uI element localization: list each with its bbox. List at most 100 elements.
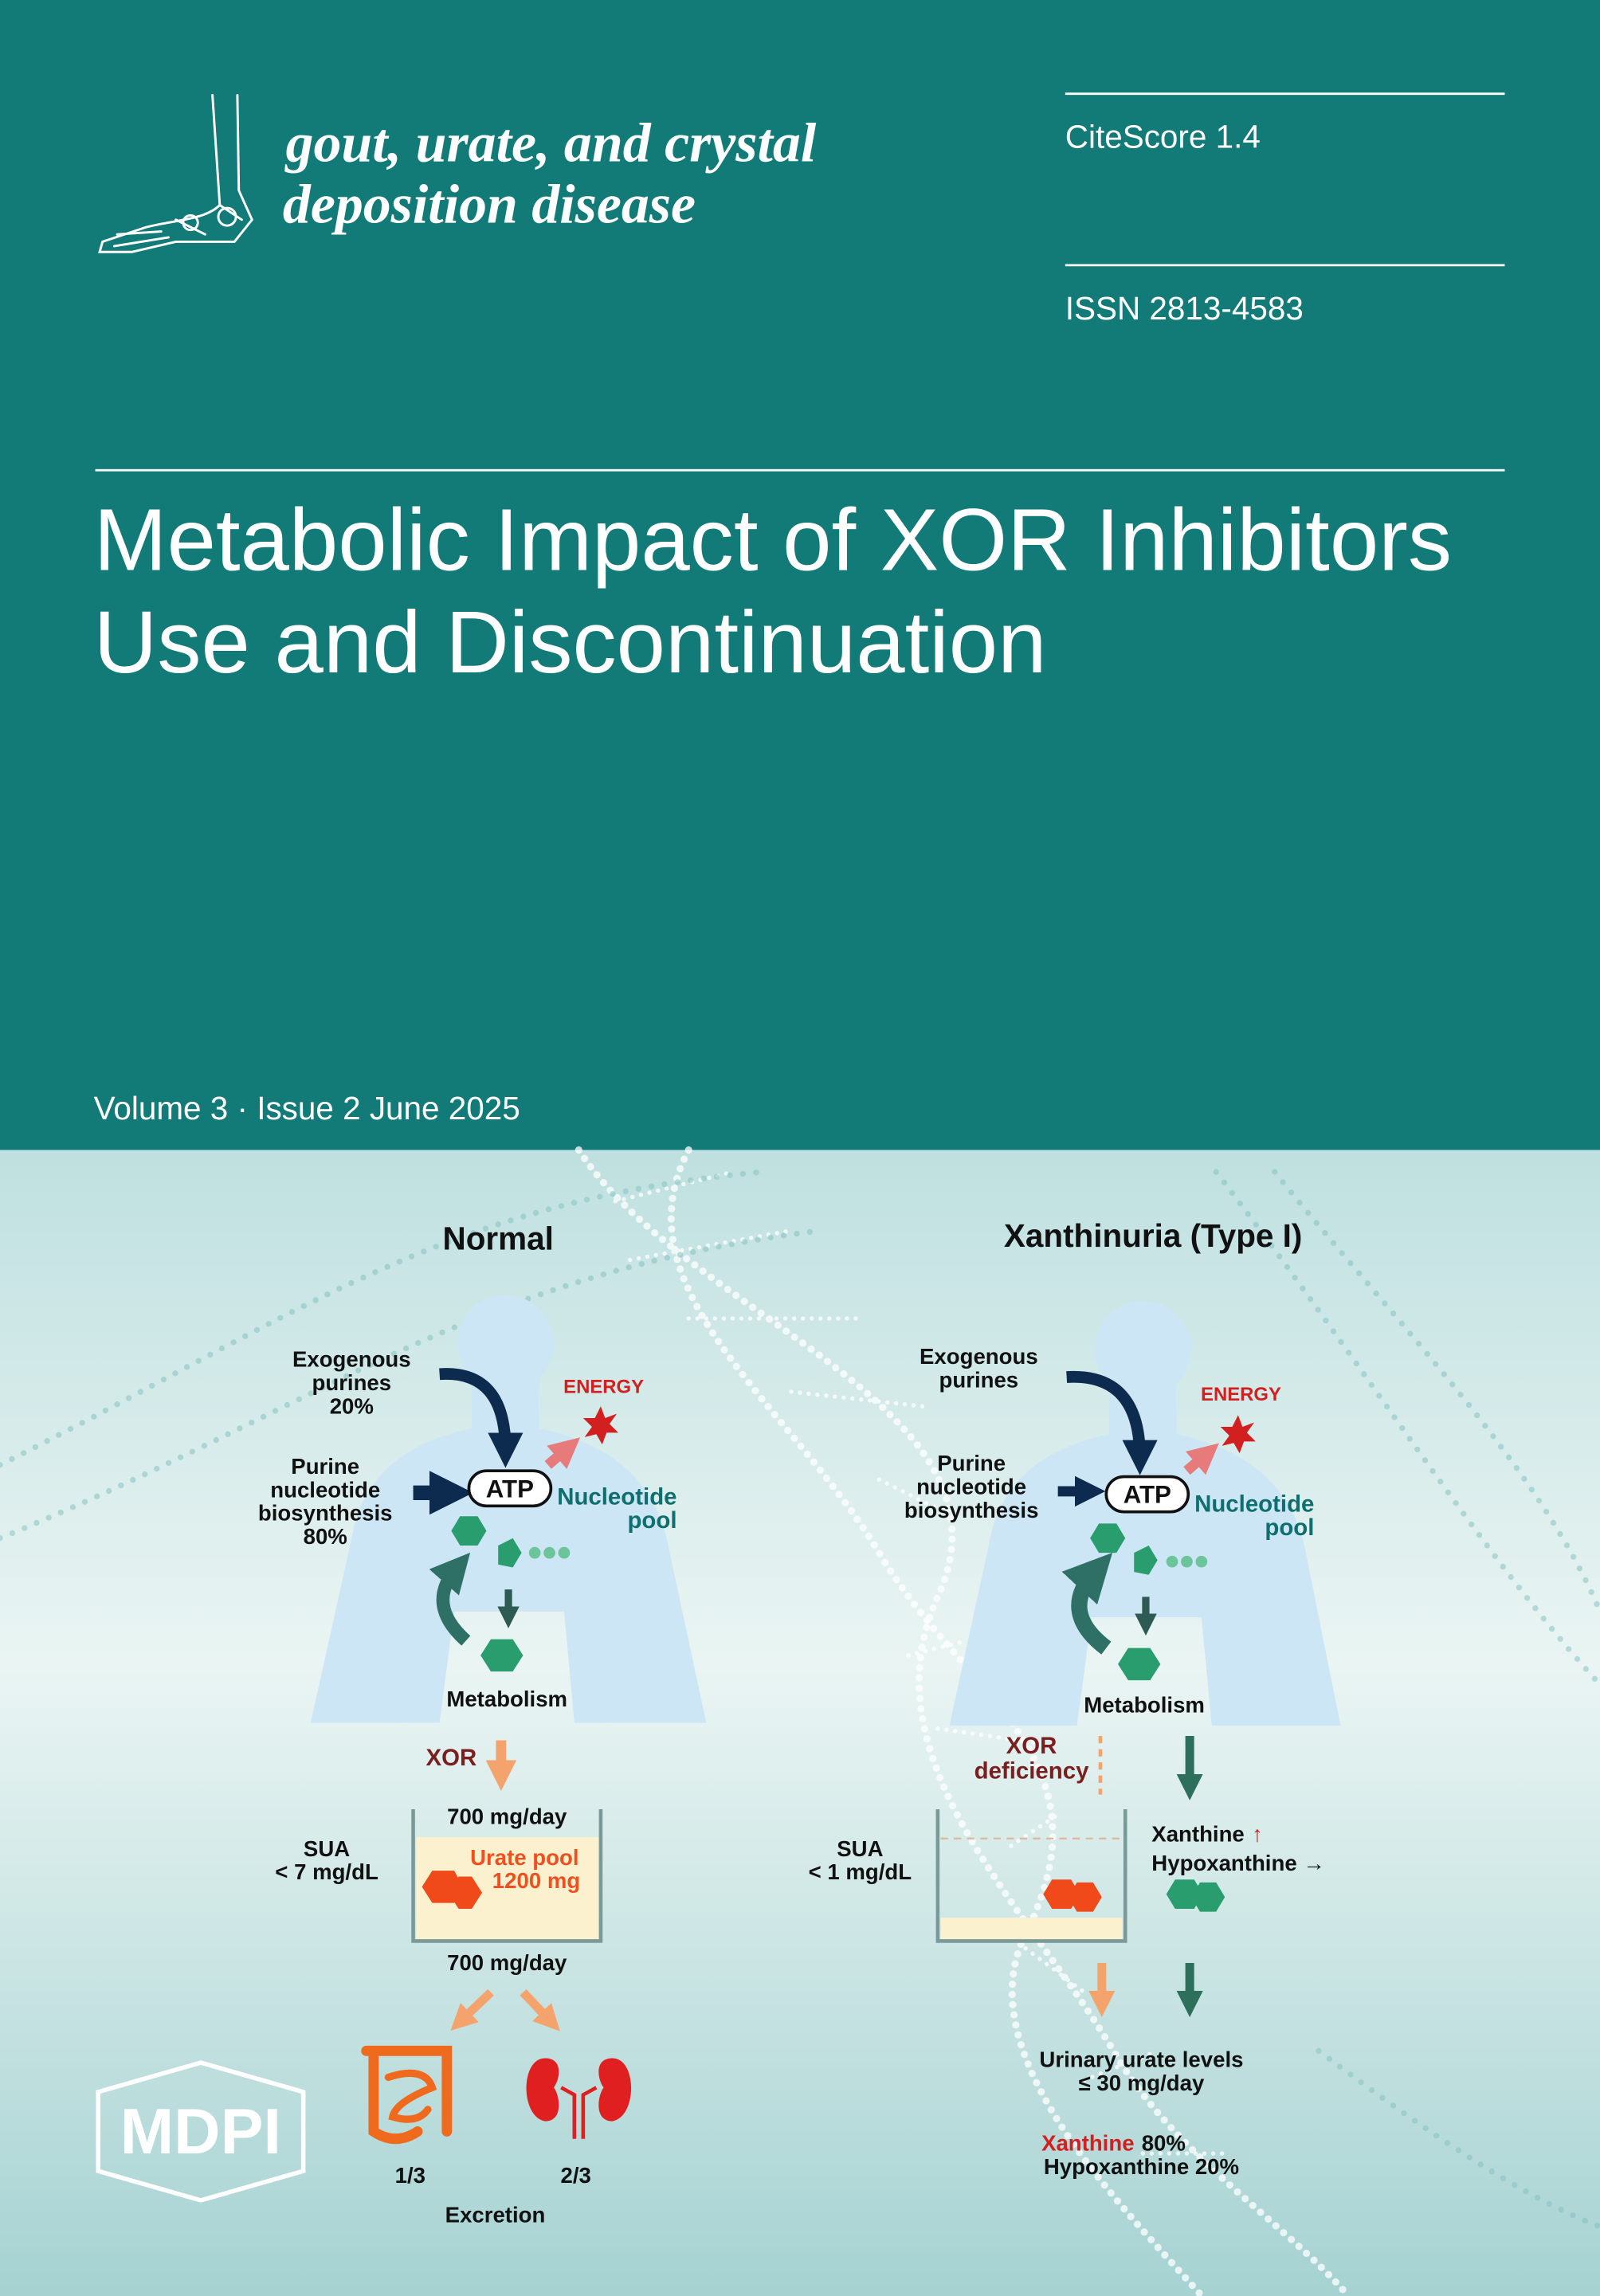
arrow bbox=[1183, 1443, 1219, 1475]
label: Exogenous bbox=[292, 1347, 411, 1372]
label: pool bbox=[627, 1507, 676, 1534]
label: Metabolism bbox=[1084, 1693, 1205, 1718]
journal-title: gout, urate, and crystal bbox=[284, 112, 817, 174]
label: 1/3 bbox=[395, 2163, 425, 2188]
label: SUA bbox=[837, 1836, 883, 1861]
shape bbox=[451, 1516, 487, 1546]
label: Metabolism bbox=[446, 1687, 567, 1711]
label: purines bbox=[939, 1367, 1019, 1392]
shape bbox=[0, 1227, 824, 1542]
xanthinuria-panel: Xanthinuria (Type I) Exogenous purines P… bbox=[809, 1217, 1341, 2179]
shape bbox=[1068, 1882, 1102, 1912]
foot-icon bbox=[98, 94, 253, 253]
shape bbox=[1166, 1555, 1178, 1568]
label: Exogenous bbox=[920, 1344, 1038, 1369]
label: Hypoxanthine 20% bbox=[1044, 2154, 1239, 2179]
label: ATP bbox=[486, 1475, 534, 1503]
label: purines bbox=[312, 1370, 392, 1395]
publisher: MDPI bbox=[120, 2096, 281, 2168]
label: Xanthine bbox=[1151, 1821, 1244, 1846]
label: < 1 mg/dL bbox=[809, 1859, 912, 1884]
normal-panel: Normal Exogenous purines 20% Purine nucl… bbox=[258, 1220, 707, 2227]
arrow bbox=[544, 1437, 581, 1469]
shape bbox=[1213, 1169, 1600, 1688]
label: biosynthesis bbox=[258, 1501, 393, 1526]
shape bbox=[558, 1546, 571, 1559]
label: Xanthine ↑ bbox=[1151, 1821, 1262, 1846]
label: 700 mg/day bbox=[447, 1804, 567, 1828]
label: < 7 mg/dL bbox=[275, 1859, 378, 1884]
shape bbox=[480, 1639, 524, 1672]
label: ENERGY bbox=[563, 1377, 644, 1398]
label: Purine bbox=[937, 1451, 1006, 1475]
shape bbox=[1166, 1879, 1203, 1909]
label: deficiency bbox=[975, 1757, 1089, 1784]
label: ATP bbox=[1124, 1481, 1171, 1509]
label: Urinary urate levels bbox=[1039, 2047, 1243, 2072]
issue: Volume 3 · Issue 2 June 2025 bbox=[94, 1090, 520, 1126]
shape bbox=[526, 2058, 559, 2122]
kidneys bbox=[526, 2058, 632, 2139]
journal-title: deposition disease bbox=[283, 174, 696, 236]
beaker bbox=[411, 1808, 603, 1943]
shape bbox=[1094, 1300, 1191, 1398]
shape bbox=[217, 206, 237, 227]
molecules bbox=[451, 1516, 571, 1672]
shape bbox=[543, 1546, 555, 1559]
energy-star bbox=[1220, 1415, 1256, 1454]
shape bbox=[1195, 1555, 1208, 1568]
label: XOR bbox=[425, 1745, 476, 1771]
arrow bbox=[429, 1552, 471, 1646]
label: SUA bbox=[304, 1836, 350, 1861]
shape bbox=[1181, 1555, 1193, 1568]
label: 80% bbox=[304, 1524, 347, 1549]
shape bbox=[457, 1295, 555, 1392]
label: 1200 mg bbox=[492, 1868, 580, 1893]
shape bbox=[1134, 1545, 1158, 1575]
atp-pill bbox=[467, 1469, 553, 1508]
energy-star bbox=[582, 1406, 618, 1445]
label: Nucleotide bbox=[1194, 1491, 1314, 1518]
shape bbox=[448, 1876, 482, 1909]
publisher-logo: MDPI bbox=[96, 2060, 306, 2203]
beaker bbox=[935, 1808, 1127, 1943]
panel-title: Normal bbox=[443, 1220, 554, 1257]
shape bbox=[598, 2058, 632, 2122]
label: Xanthine bbox=[1041, 2130, 1134, 2155]
shape bbox=[575, 1146, 1352, 2296]
dot-swirl bbox=[0, 1169, 1600, 2230]
shape bbox=[498, 1538, 522, 1568]
label: nucleotide bbox=[270, 1477, 380, 1502]
label: Xanthine 80% bbox=[1041, 2130, 1186, 2155]
label: Nucleotide bbox=[557, 1483, 676, 1510]
label: Urate pool bbox=[470, 1845, 578, 1870]
shape bbox=[182, 214, 199, 232]
urate-fill bbox=[940, 1918, 1123, 1940]
header-band bbox=[0, 0, 1600, 1150]
urate-molecule bbox=[1043, 1879, 1102, 1912]
article-title: Use and Discontinuation bbox=[94, 594, 1047, 692]
label: 80% bbox=[1142, 2130, 1186, 2155]
issn: ISSN 2813-4583 bbox=[1065, 290, 1304, 327]
shape bbox=[560, 2086, 598, 2139]
label: ≤ 30 mg/day bbox=[1079, 2071, 1205, 2095]
shape bbox=[1118, 1648, 1161, 1681]
shape bbox=[613, 1170, 1233, 2156]
article-title: Metabolic Impact of XOR Inhibitors bbox=[94, 491, 1452, 589]
molecules bbox=[1090, 1523, 1208, 1681]
citescore: CiteScore 1.4 bbox=[1065, 119, 1261, 155]
xanthine-molecule bbox=[1166, 1879, 1225, 1912]
shape bbox=[112, 203, 243, 248]
shape bbox=[1043, 1879, 1080, 1909]
label: 20% bbox=[330, 1393, 374, 1418]
label: pool bbox=[1265, 1514, 1314, 1541]
shape bbox=[1190, 1882, 1225, 1912]
atp-pill bbox=[1104, 1475, 1190, 1514]
label: Hypoxanthine → bbox=[1151, 1851, 1325, 1875]
label: ↑ bbox=[1252, 1821, 1263, 1846]
shape bbox=[667, 1146, 1206, 2296]
shape bbox=[384, 2069, 437, 2123]
shape bbox=[528, 1546, 541, 1559]
